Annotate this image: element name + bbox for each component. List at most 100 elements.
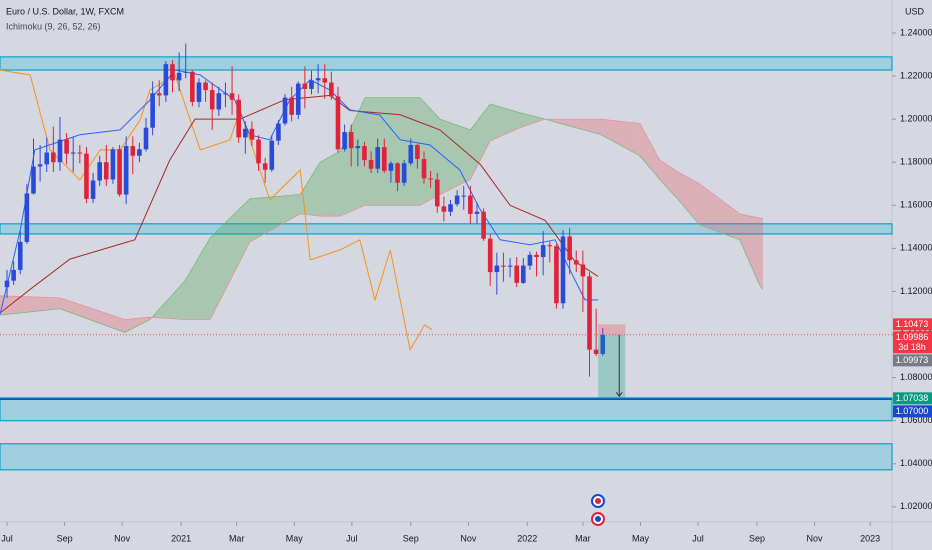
- candle-body: [441, 206, 447, 212]
- price-label-box: [893, 354, 932, 367]
- candle-body: [196, 82, 202, 102]
- y-tick-label: 1.22000: [900, 70, 932, 80]
- candle-body: [64, 139, 69, 154]
- candle-body: [348, 132, 354, 149]
- cloud-fill: [739, 213, 760, 285]
- candle-body: [123, 146, 129, 195]
- candle-body: [554, 246, 559, 304]
- cloud-fill: [300, 162, 321, 217]
- event-icon-dot: [595, 498, 601, 504]
- candle-body: [487, 238, 493, 273]
- price-label: 1.07038: [896, 393, 929, 403]
- candle-body: [17, 241, 23, 270]
- x-tick-label: Nov: [114, 533, 131, 543]
- candle-body: [501, 265, 506, 267]
- candle-body: [11, 269, 16, 281]
- candle-body: [382, 147, 387, 171]
- cloud-fill: [185, 237, 211, 320]
- candle-body: [289, 97, 294, 115]
- candle-body: [77, 152, 83, 154]
- y-tick-label: 1.20000: [900, 113, 932, 123]
- candle-body: [44, 152, 50, 165]
- x-tick-label: May: [286, 533, 304, 543]
- candle-body: [163, 64, 169, 96]
- candle-body: [110, 149, 116, 180]
- candle-body: [322, 78, 328, 83]
- candle-body: [401, 163, 407, 183]
- candle-body: [203, 82, 208, 91]
- cloud-fill: [600, 119, 640, 156]
- price-label: 1.10473: [896, 319, 929, 329]
- candle-body: [593, 349, 599, 354]
- candle-body: [90, 180, 96, 199]
- y-tick-label: 1.04000: [900, 458, 932, 468]
- candle-body: [183, 71, 189, 73]
- candle-body: [104, 162, 109, 180]
- x-tick-label: May: [632, 533, 650, 543]
- zone: [0, 56, 893, 71]
- candle-body: [600, 334, 606, 354]
- candle-body: [547, 245, 553, 247]
- y-tick-label: 1.06000: [900, 415, 932, 425]
- y-tick-label: 1.24000: [900, 27, 932, 37]
- candle-body: [468, 195, 473, 214]
- candle-body: [507, 265, 513, 267]
- candle-body: [560, 236, 566, 304]
- price-label-box: [893, 318, 932, 331]
- candle-body: [156, 93, 162, 96]
- candle-body: [395, 163, 400, 183]
- cloud-fill: [679, 172, 700, 225]
- cloud-fill: [339, 97, 366, 217]
- senkou-span-a: [0, 97, 764, 333]
- candle-body: [408, 144, 414, 164]
- candle-body: [573, 260, 579, 265]
- candle-body: [31, 166, 36, 194]
- candle-body: [170, 64, 175, 81]
- price-label-box: [893, 331, 932, 354]
- y-tick-label: 1.16000: [900, 200, 932, 210]
- price-label-box: [893, 405, 932, 418]
- candle-body: [117, 149, 122, 195]
- candle-body: [415, 144, 420, 159]
- candle-body: [335, 96, 341, 150]
- zone: [0, 223, 893, 235]
- x-tick-label: Jul: [692, 533, 704, 543]
- candle-body: [97, 162, 102, 181]
- price-label: 1.09986: [896, 332, 929, 342]
- candle-body: [249, 128, 255, 140]
- candle-body: [236, 99, 241, 138]
- plot: [0, 43, 893, 471]
- y-tick-label: 1.18000: [900, 157, 932, 167]
- cloud-fill: [520, 112, 546, 128]
- candle-body: [70, 152, 76, 154]
- y-tick-label: 1.12000: [900, 286, 932, 296]
- event-icons: [591, 494, 605, 526]
- candle-body: [474, 211, 480, 214]
- candle-body: [342, 132, 347, 150]
- zone: [0, 397, 893, 422]
- candle-body: [514, 265, 519, 283]
- candle-body: [527, 254, 533, 266]
- cloud-fill: [639, 123, 660, 180]
- tenkan-line: [0, 69, 599, 315]
- candle-body: [84, 153, 89, 199]
- candle-body: [243, 128, 248, 138]
- candle-body: [534, 254, 539, 257]
- candle-body: [276, 123, 281, 141]
- price-label-box: [893, 392, 932, 405]
- chart-title: Euro / U.S. Dollar, 1W, FXCM: [6, 6, 124, 16]
- candle-body: [448, 204, 453, 212]
- candle-body: [481, 211, 486, 239]
- event-icon-dot: [595, 516, 601, 522]
- y-tick-label: 1.02000: [900, 501, 932, 511]
- candle-body: [580, 264, 586, 277]
- candle-body: [494, 265, 500, 273]
- x-tick-label: Sep: [57, 533, 73, 543]
- cloud-fill: [759, 218, 763, 290]
- candle-body: [329, 82, 334, 97]
- x-tick-label: Mar: [229, 533, 245, 543]
- candle-body: [540, 245, 546, 257]
- x-tick-label: 2022: [517, 533, 537, 543]
